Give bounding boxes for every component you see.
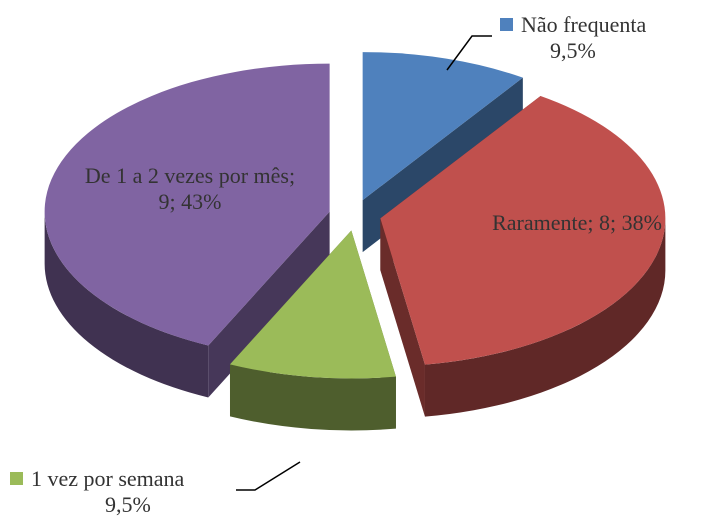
- data-label: 9,5%: [105, 492, 151, 517]
- legend-label: Não frequenta: [521, 12, 647, 37]
- legend-swatch: [10, 472, 23, 485]
- data-label: De 1 a 2 vezes por mês; 9; 43%: [84, 163, 296, 214]
- leader-line: [446, 35, 492, 71]
- slice-top: 1 vez por semana: [229, 230, 396, 379]
- slice-wall: [229, 364, 396, 431]
- legend-entry: Não frequenta 9,5%: [500, 12, 700, 64]
- data-label: 9,5%: [550, 38, 596, 63]
- slice-top: De 1 a 2 vezes por mês: [44, 63, 330, 346]
- slice: 1 vez por semana: [229, 230, 396, 431]
- slice: Raramente: [380, 95, 666, 417]
- legend-entry: 1 vez por semana 9,5%: [10, 466, 250, 518]
- slice-side: [208, 211, 330, 398]
- legend-label: 1 vez por semana: [31, 466, 185, 491]
- slice-top: Não frequenta: [362, 52, 523, 201]
- slice-side: [380, 218, 425, 417]
- leader-line: [236, 461, 301, 491]
- slices: Não frequentaDe 1 a 2 vezes por mêsRaram…: [44, 52, 666, 431]
- slice-wall: [424, 218, 666, 417]
- slice-wall: [44, 211, 209, 398]
- legend-swatch: [500, 18, 513, 31]
- data-label: Raramente; 8; 38%: [492, 210, 662, 235]
- slice: De 1 a 2 vezes por mês: [44, 63, 330, 398]
- slice-top: Raramente: [380, 95, 666, 365]
